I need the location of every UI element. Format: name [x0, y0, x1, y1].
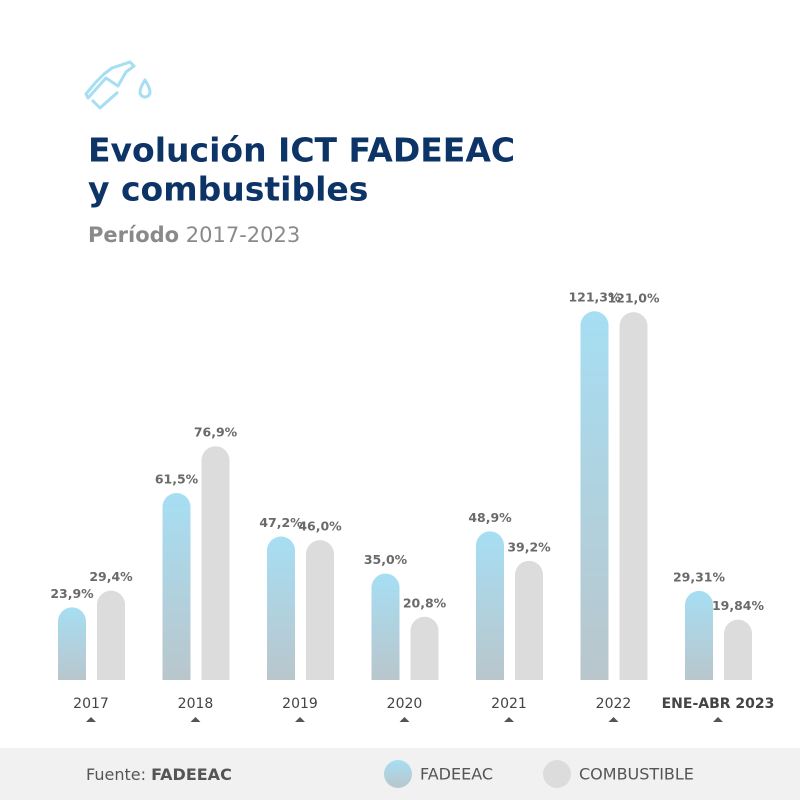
fuel-icon — [84, 60, 152, 110]
source-text: FADEEAC — [151, 765, 232, 784]
value-label: 20,8% — [403, 595, 447, 610]
value-label: 29,31% — [673, 569, 726, 584]
source-label: Fuente: — [86, 765, 146, 784]
subtitle: Período 2017-2023 — [88, 223, 300, 247]
value-label: 39,2% — [507, 539, 551, 554]
x-tick-label: 2018 — [178, 696, 214, 712]
legend-swatch — [384, 760, 412, 788]
value-label: 46,0% — [298, 519, 342, 534]
tick-arrow — [295, 717, 305, 722]
tick-arrow — [190, 717, 201, 722]
bar — [476, 531, 504, 680]
bar — [267, 536, 295, 680]
value-label: 48,9% — [468, 510, 512, 525]
value-label: 23,9% — [50, 586, 94, 601]
x-tick-label: 2019 — [282, 696, 318, 712]
x-tick-label: 2022 — [596, 696, 632, 712]
bar — [685, 590, 713, 680]
value-label: 35,0% — [364, 552, 408, 567]
legend-swatch — [543, 760, 571, 788]
tick-arrow — [86, 717, 96, 722]
source: Fuente: FADEEAC — [86, 765, 232, 784]
chart-title: y combustibles — [88, 170, 368, 209]
value-label: 19,84% — [712, 598, 765, 613]
bar — [619, 312, 648, 680]
value-label: 121,0% — [607, 291, 660, 306]
value-label: 47,2% — [259, 515, 303, 530]
x-tick-label: ENE-ABR 2023 — [662, 696, 775, 712]
tick-arrow — [608, 717, 619, 722]
value-label: 121,3% — [568, 290, 621, 305]
bar — [201, 446, 230, 680]
bar — [580, 311, 609, 680]
bar — [515, 560, 543, 680]
bar — [724, 619, 752, 680]
x-tick-label: 2020 — [387, 696, 423, 712]
bar — [371, 573, 400, 680]
value-label: 29,4% — [89, 569, 133, 584]
x-tick-label: 2017 — [73, 696, 109, 712]
value-label: 61,5% — [155, 472, 199, 487]
legend-label: COMBUSTIBLE — [579, 765, 694, 784]
bar — [162, 493, 191, 680]
x-tick-label: 2021 — [491, 696, 527, 712]
tick-arrow — [399, 717, 410, 722]
value-label: 76,9% — [194, 425, 238, 440]
tick-arrow — [713, 717, 723, 722]
tick-arrow — [504, 717, 514, 722]
bar — [97, 590, 125, 680]
bar — [58, 607, 87, 680]
bar — [306, 540, 334, 680]
subtitle-text: 2017-2023 — [186, 223, 300, 247]
subtitle-label: Período — [88, 223, 179, 247]
legend-label: FADEEAC — [420, 765, 493, 784]
chart-title: Evolución ICT FADEEAC — [88, 131, 515, 170]
bar — [410, 616, 439, 680]
